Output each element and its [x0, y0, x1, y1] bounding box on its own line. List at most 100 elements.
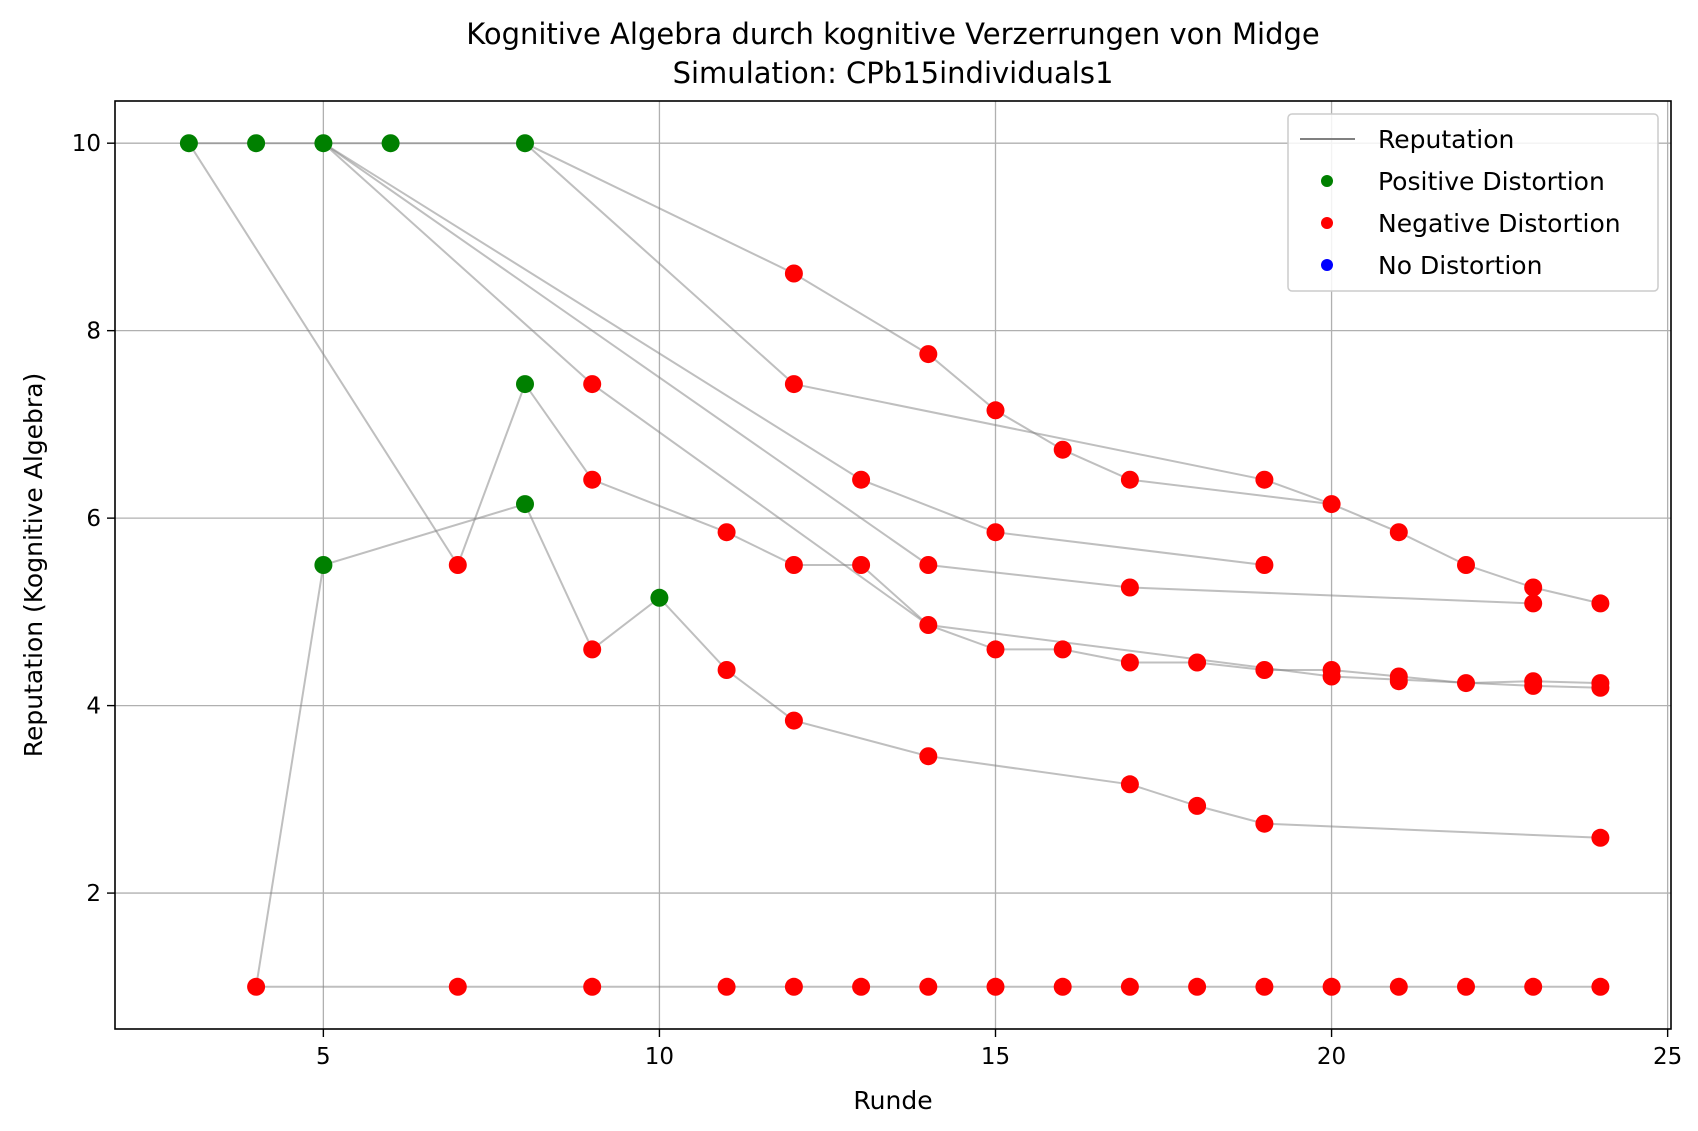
x-tick-label: 5: [316, 1044, 331, 1070]
y-tick-label: 10: [72, 131, 101, 157]
reputation-line: [524, 142, 1332, 506]
legend: Reputation Positive Distortion Negative …: [1287, 113, 1659, 292]
positive-distortion-point: [179, 134, 198, 153]
negative-distortion-point: [1188, 977, 1207, 996]
negative-distortion-point: [852, 470, 871, 489]
negative-distortion-point: [784, 711, 803, 730]
positive-distortion-point: [516, 375, 534, 394]
negative-distortion-point: [1457, 977, 1475, 996]
negative-distortion-point: [919, 556, 938, 574]
negative-distortion-point: [1524, 977, 1543, 996]
positive-distortion-point: [650, 588, 669, 607]
negative-distortion-point: [986, 523, 1005, 542]
negative-distortion-point: [448, 556, 467, 574]
positive-distortion-point: [516, 495, 534, 514]
negative-distortion-point: [1389, 523, 1408, 542]
plot-frame: [114, 100, 1672, 1030]
negative-distortion-point: [717, 523, 736, 542]
chart-subtitle: Simulation: CPb15individuals1: [673, 56, 1114, 90]
y-tick-label: 6: [86, 506, 101, 532]
negative-distortion-point: [919, 977, 938, 996]
negative-distortion-point: [784, 264, 803, 283]
legend-swatch-none: [1321, 259, 1333, 271]
negative-distortion-point: [1322, 977, 1341, 996]
x-tick-label: 10: [645, 1044, 674, 1070]
negative-distortion-point: [1524, 676, 1543, 695]
negative-distortion-point: [1591, 828, 1610, 847]
legend-swatch-negative: [1321, 217, 1333, 229]
negative-distortion-point: [784, 375, 803, 394]
legend-label-reputation: Reputation: [1378, 125, 1514, 154]
negative-distortion-point: [1053, 640, 1072, 659]
negative-distortion-point: [583, 977, 602, 996]
negative-distortion-point: [1120, 977, 1139, 996]
legend-label-positive: Positive Distortion: [1378, 167, 1605, 196]
negative-distortion-point: [247, 977, 266, 996]
negative-distortion-point: [1389, 977, 1408, 996]
x-axis-label: Runde: [853, 1086, 932, 1115]
negative-distortion-point: [986, 640, 1005, 659]
negative-distortion-point: [1053, 440, 1072, 459]
reputation-line: [322, 142, 1601, 689]
negative-distortion-point: [986, 977, 1005, 996]
reputation-line: [255, 502, 1601, 987]
negative-distortion-point: [1591, 678, 1610, 697]
negative-distortion-point: [1457, 674, 1475, 693]
negative-distortion-point: [1524, 594, 1543, 613]
negative-distortion-point: [852, 556, 871, 574]
y-tick-label: 2: [86, 881, 101, 907]
negative-distortion-point: [1524, 578, 1543, 597]
negative-distortion-point: [1255, 470, 1274, 489]
negative-distortion-point: [1120, 578, 1139, 597]
negative-distortion-point: [717, 977, 736, 996]
negative-distortion-point: [784, 977, 803, 996]
negative-distortion-point: [1322, 495, 1341, 514]
positive-distortion-point: [516, 134, 534, 153]
reputation-line: [322, 142, 1265, 566]
positive-distortion-point: [247, 134, 266, 153]
y-tick-label: 4: [86, 694, 101, 720]
x-tick-label: 15: [981, 1044, 1010, 1070]
y-tick-label: 8: [86, 319, 101, 345]
negative-distortion-point: [1120, 775, 1139, 794]
negative-distortion-point: [1322, 667, 1341, 686]
negative-distortion-point: [1120, 470, 1139, 489]
negative-distortion-point: [1255, 661, 1274, 679]
negative-distortion-point: [717, 661, 736, 679]
negative-distortion-point: [986, 401, 1005, 420]
chart-title: Kognitive Algebra durch kognitive Verzer…: [466, 17, 1320, 51]
negative-distortion-point: [919, 747, 938, 766]
negative-distortion-point: [1389, 672, 1408, 691]
negative-distortion-point: [1255, 977, 1274, 996]
negative-distortion-point: [1457, 556, 1475, 574]
legend-box: [1287, 113, 1659, 292]
legend-label-none: No Distortion: [1378, 251, 1542, 280]
negative-distortion-point: [852, 977, 871, 996]
negative-distortion-point: [919, 616, 938, 634]
negative-distortion-point: [784, 556, 803, 574]
x-tick-label: 20: [1317, 1044, 1346, 1070]
negative-distortion-point: [1255, 814, 1274, 833]
positive-distortion-point: [381, 134, 400, 153]
distortion-markers: [179, 134, 1610, 996]
negative-distortion-point: [448, 977, 467, 996]
negative-distortion-point: [1188, 796, 1207, 815]
negative-distortion-point: [1120, 653, 1139, 672]
positive-distortion-point: [314, 134, 333, 153]
reputation-line: [188, 142, 1601, 685]
negative-distortion-point: [1591, 594, 1610, 613]
negative-distortion-point: [1188, 653, 1207, 672]
negative-distortion-point: [919, 345, 938, 364]
y-axis-label: Reputation (Kognitive Algebra): [19, 373, 48, 758]
negative-distortion-point: [1053, 977, 1072, 996]
legend-swatch-positive: [1321, 175, 1333, 187]
positive-distortion-point: [314, 556, 333, 574]
negative-distortion-point: [583, 375, 602, 394]
x-tick-label: 25: [1653, 1044, 1682, 1070]
reputation-line: [322, 142, 1534, 605]
negative-distortion-point: [1591, 977, 1610, 996]
negative-distortion-point: [583, 640, 602, 659]
negative-distortion-point: [1255, 556, 1274, 574]
legend-label-negative: Negative Distortion: [1378, 209, 1621, 238]
